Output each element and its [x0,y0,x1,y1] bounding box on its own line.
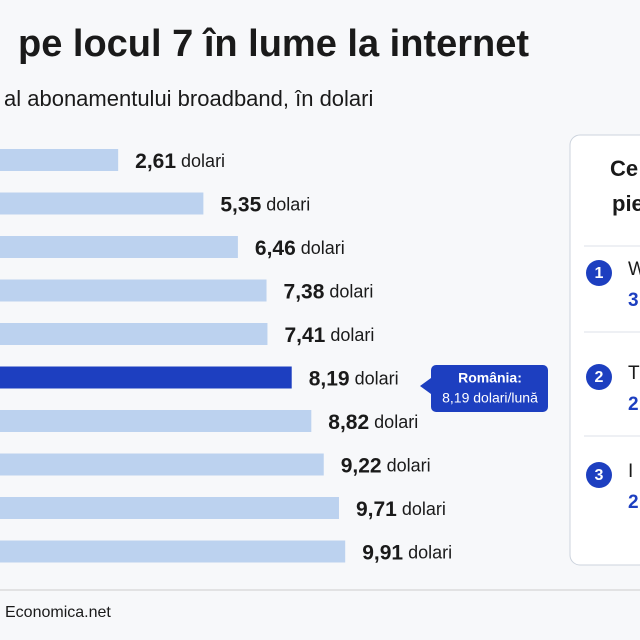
bar [0,453,324,476]
value-number: 9,22 [341,454,382,477]
value-unit: dolari [382,455,431,475]
bar [0,149,119,171]
value-unit: dolari [325,325,374,345]
chart-subtitle: al abonamentului broadband, în dolari [4,86,373,111]
value-number: 8,19 [309,367,350,390]
bar [0,192,204,215]
panel-title: pie [612,191,640,216]
value-unit: dolari [369,412,418,432]
rank-badge [586,364,612,390]
value-number: 5,35 [220,193,261,216]
callout [420,365,548,412]
rank-badge [586,462,612,488]
value-number: 9,71 [356,498,397,521]
annotation: România: [458,370,522,386]
bar [0,497,339,519]
chart-title: pe locul 7 în lume la internet [18,23,529,65]
value-number: 2,61 [135,150,176,173]
item-name: I [628,461,633,482]
rank-badge [586,260,612,286]
value-unit: dolari [324,281,373,301]
value-label: 7,41 dolari [284,324,374,347]
panel-title: Ce [610,156,638,181]
value-unit: dolari [403,542,452,562]
item-value: 2 [628,394,639,415]
value-label: 7,38 dolari [284,280,374,303]
value-number: 7,41 [284,324,325,347]
source: Economica.net [5,604,111,621]
bar [0,236,238,258]
value-label: 6,46 dolari [255,237,345,260]
value-label: 9,91 dolari [362,541,452,564]
bar [0,279,267,302]
annotation: 8,19 dolari/lună [442,390,538,406]
value-number: 7,38 [284,280,325,303]
item-value: 3 [628,290,639,311]
rank-number: 2 [595,369,604,386]
value-label: 9,22 dolari [341,454,431,477]
item-name: T [628,363,640,384]
value-label: 9,71 dolari [356,498,446,521]
value-unit: dolari [176,151,225,171]
value-unit: dolari [397,499,446,519]
value-number: 6,46 [255,237,296,260]
rank-number: 3 [595,467,604,484]
rank-number: 1 [595,265,604,282]
bar [0,323,268,345]
bar [0,410,312,432]
value-label: 8,19 dolari [309,367,399,390]
value-label: 5,35 dolari [220,193,310,216]
bar [0,366,292,389]
side-panel [569,134,640,566]
value-number: 8,82 [328,411,369,434]
value-label: 2,61 dolari [135,150,225,173]
bar [0,540,346,563]
value-unit: dolari [350,368,399,388]
value-label: 8,82 dolari [328,411,418,434]
value-unit: dolari [261,194,310,214]
value-number: 9,91 [362,541,403,564]
item-value: 2 [628,492,639,513]
item-name: W [628,259,640,280]
value-unit: dolari [296,238,345,258]
